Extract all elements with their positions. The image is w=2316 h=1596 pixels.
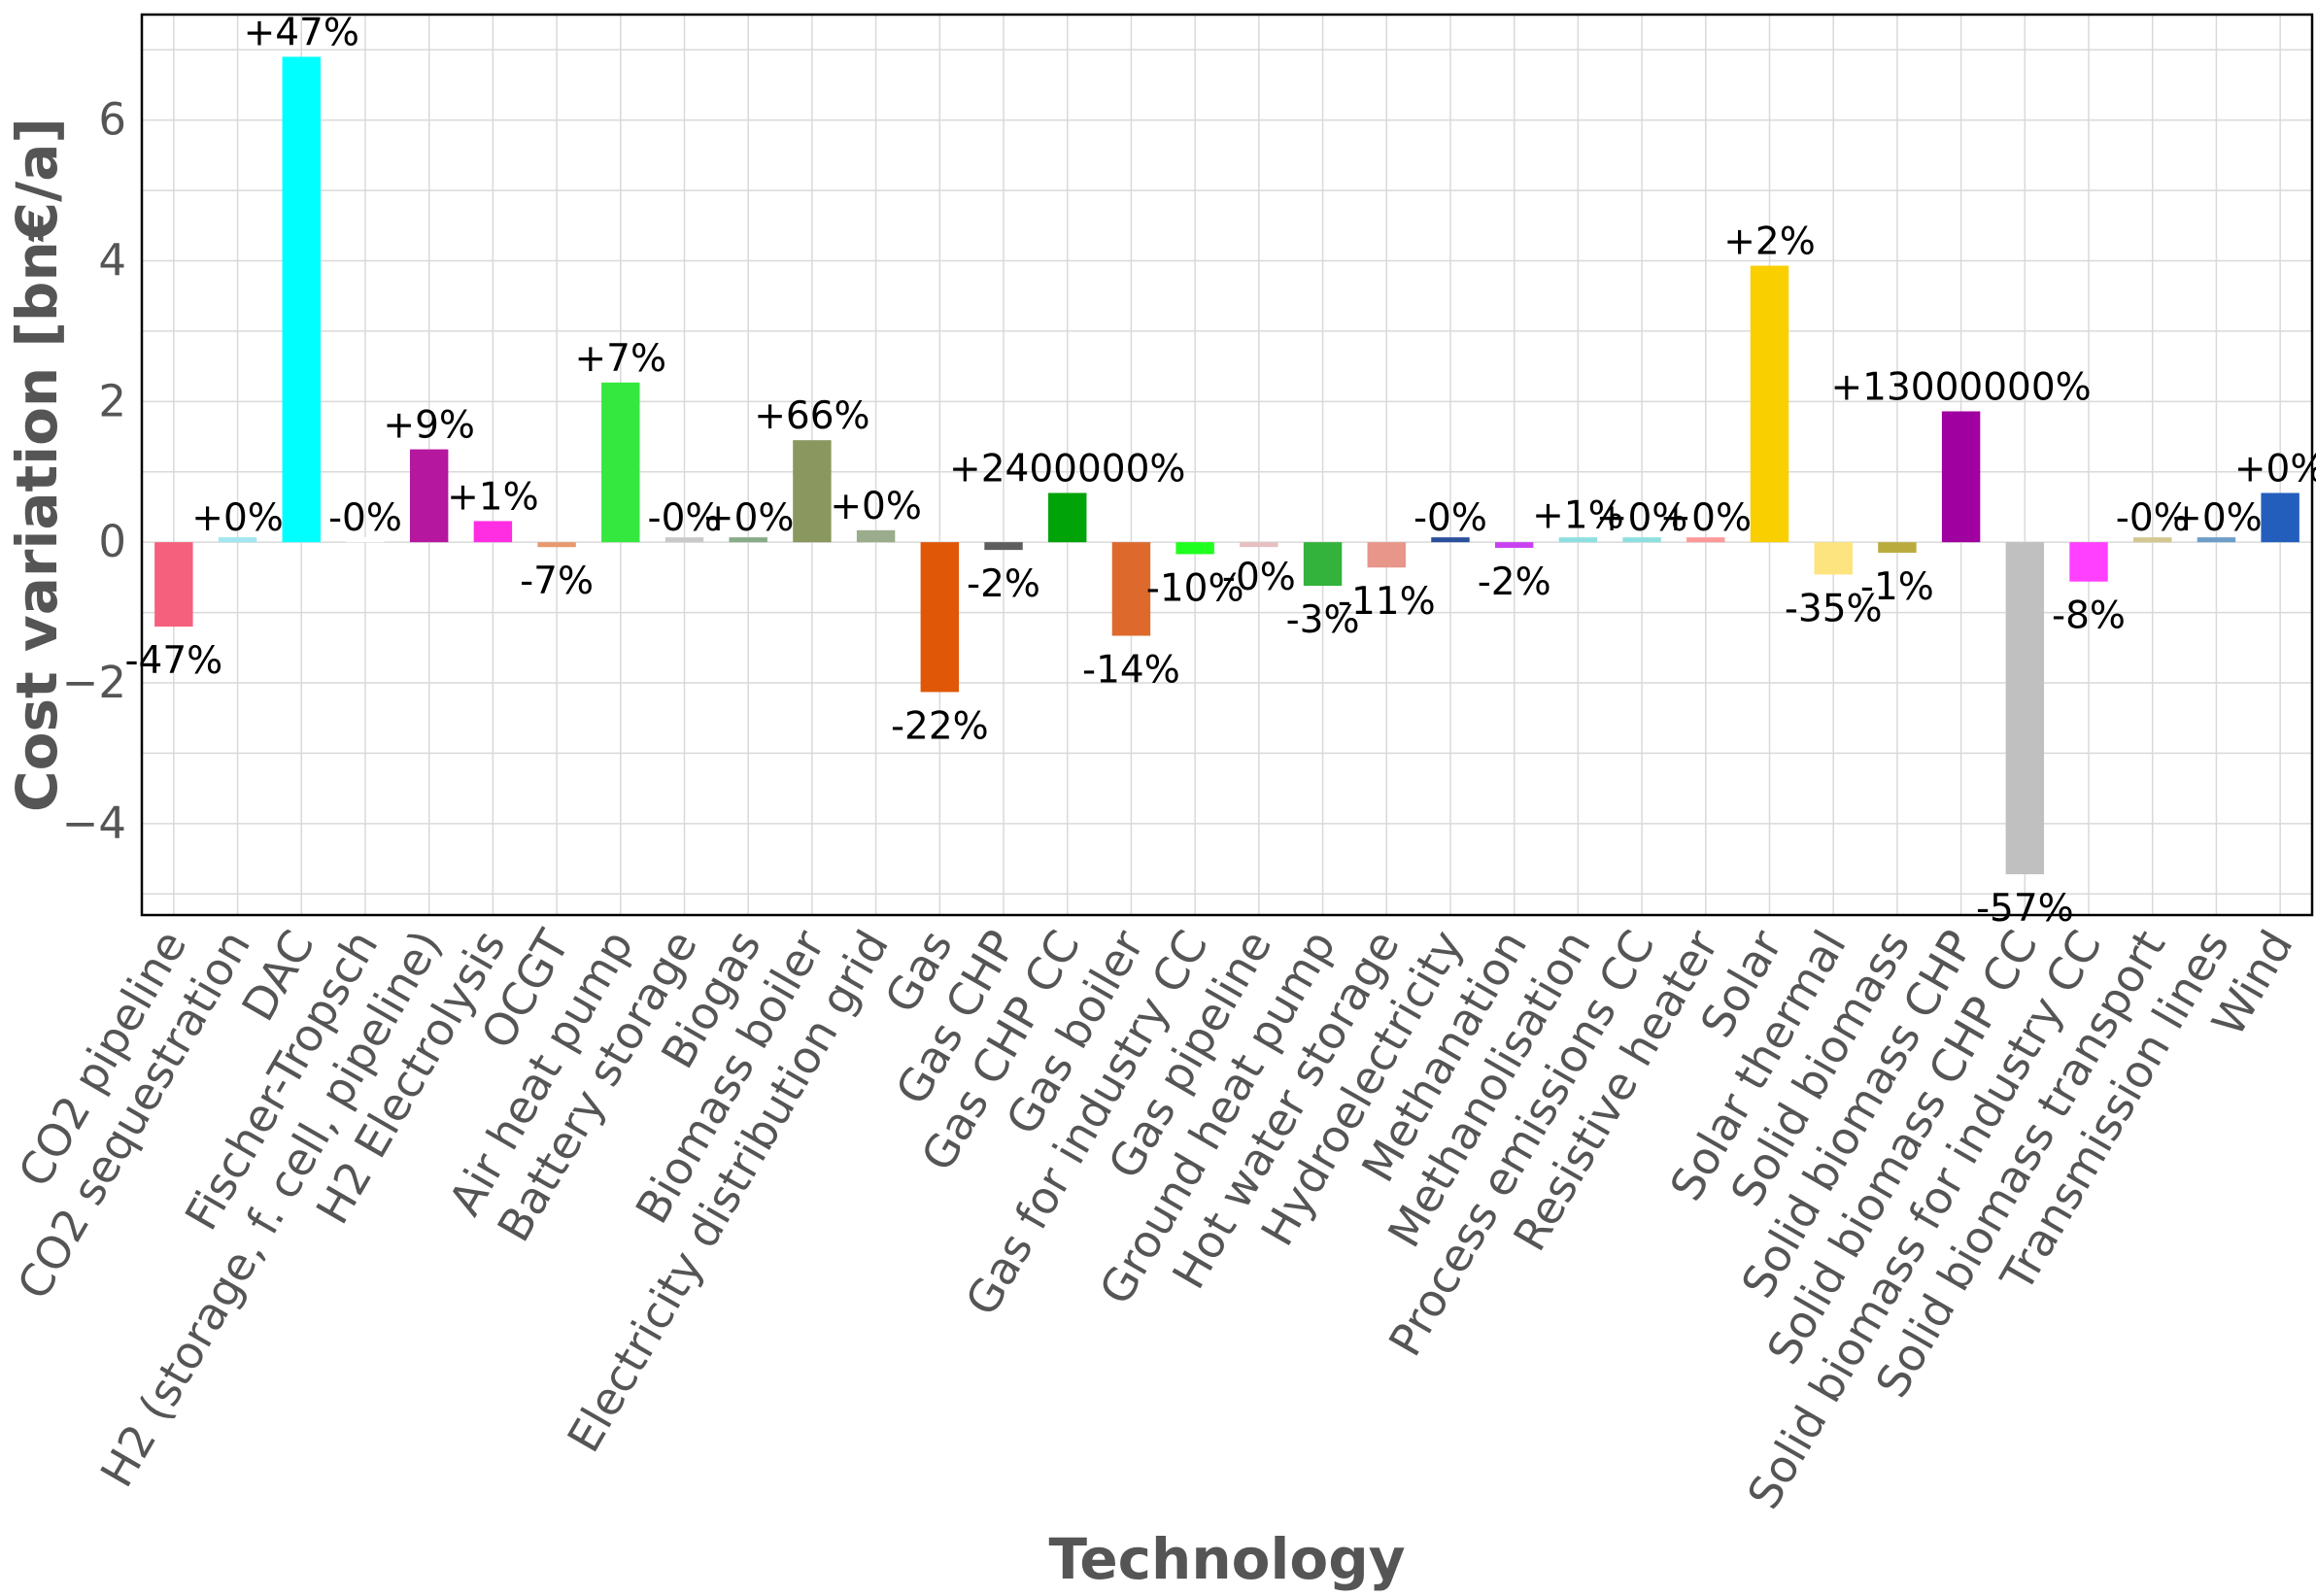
data-label: +0% [2170, 496, 2263, 540]
bar [1558, 537, 1598, 543]
bar [1111, 542, 1151, 636]
data-label: -11% [1338, 580, 1436, 624]
bar [1431, 537, 1470, 543]
bar [346, 537, 385, 543]
data-label: +0% [191, 496, 284, 540]
bar [1048, 492, 1087, 543]
data-label: +13000000% [1830, 365, 2091, 409]
data-label: -3% [1286, 598, 1360, 642]
bar [1240, 542, 1278, 548]
bar [729, 537, 767, 543]
data-label: -2% [967, 562, 1040, 606]
y-axis-title: Cost variation [bn€/a] [4, 118, 70, 812]
bar [1622, 537, 1661, 543]
y-tick-label: −4 [62, 798, 126, 849]
bar [537, 542, 576, 548]
data-label: +7% [575, 337, 667, 381]
data-label: +2% [1723, 221, 1816, 264]
bar [793, 440, 832, 543]
bar [920, 542, 960, 693]
bar [1303, 542, 1343, 587]
y-tick-label: 0 [98, 516, 126, 567]
bar [409, 449, 449, 543]
data-label: +9% [383, 404, 475, 448]
data-label: -0% [2116, 496, 2190, 540]
data-labels: -47%+0%+47%-0%+9%+1%-7%+7%-0%+0%+66%+0%-… [124, 11, 2316, 931]
data-label: -14% [1082, 648, 1180, 692]
bar [601, 382, 640, 543]
bar [1814, 542, 1853, 575]
data-label: +0% [1596, 496, 1688, 540]
data-label: +2400000% [949, 447, 1185, 491]
data-label: -0% [328, 496, 402, 540]
data-label: +0% [702, 496, 795, 540]
bar [2005, 542, 2045, 874]
y-tick-label: 6 [98, 94, 126, 146]
data-label: -1% [1860, 565, 1934, 609]
data-label: -0% [648, 496, 722, 540]
bar [2197, 537, 2236, 543]
data-label: +47% [244, 11, 359, 54]
bar [2069, 542, 2108, 582]
y-tick-label: 4 [98, 234, 126, 286]
data-label: -47% [124, 639, 222, 683]
bar [2133, 537, 2172, 543]
bar [1750, 265, 1789, 543]
data-label: +0% [2234, 447, 2316, 491]
bar [1878, 542, 1917, 554]
bar [1941, 411, 1981, 543]
bar [1494, 542, 1534, 548]
bar [984, 542, 1023, 551]
plot-frame [140, 13, 2314, 917]
data-label: +0% [830, 485, 922, 528]
data-label: +1% [447, 475, 539, 519]
bar [2261, 492, 2299, 543]
data-label: -10% [1146, 566, 1244, 610]
bar [856, 529, 896, 543]
data-label: -22% [891, 704, 989, 748]
bar [1686, 537, 1725, 543]
data-label: -0% [1413, 496, 1487, 540]
bar [154, 542, 193, 628]
data-label: -57% [1976, 887, 2074, 931]
bar [1175, 542, 1214, 555]
bar [664, 537, 704, 543]
y-tick-label: −2 [62, 657, 126, 708]
data-label: +0% [1660, 496, 1753, 540]
bar [218, 537, 257, 543]
data-label: -2% [1478, 560, 1551, 604]
bar [473, 521, 513, 543]
data-label: +1% [1532, 493, 1624, 537]
bar [282, 56, 321, 543]
y-axis-ticks: −4 −2 0 2 4 6 [62, 94, 126, 849]
data-label: -8% [2052, 594, 2126, 638]
data-label: +66% [754, 394, 869, 438]
x-axis-title: Technology [1048, 1526, 1405, 1592]
data-label: -7% [520, 560, 594, 603]
bars [154, 56, 2299, 874]
bar [1367, 542, 1406, 568]
data-label: -0% [1222, 556, 1296, 599]
y-tick-label: 2 [98, 375, 126, 426]
data-label: -35% [1785, 587, 1883, 630]
grid [142, 15, 2312, 915]
